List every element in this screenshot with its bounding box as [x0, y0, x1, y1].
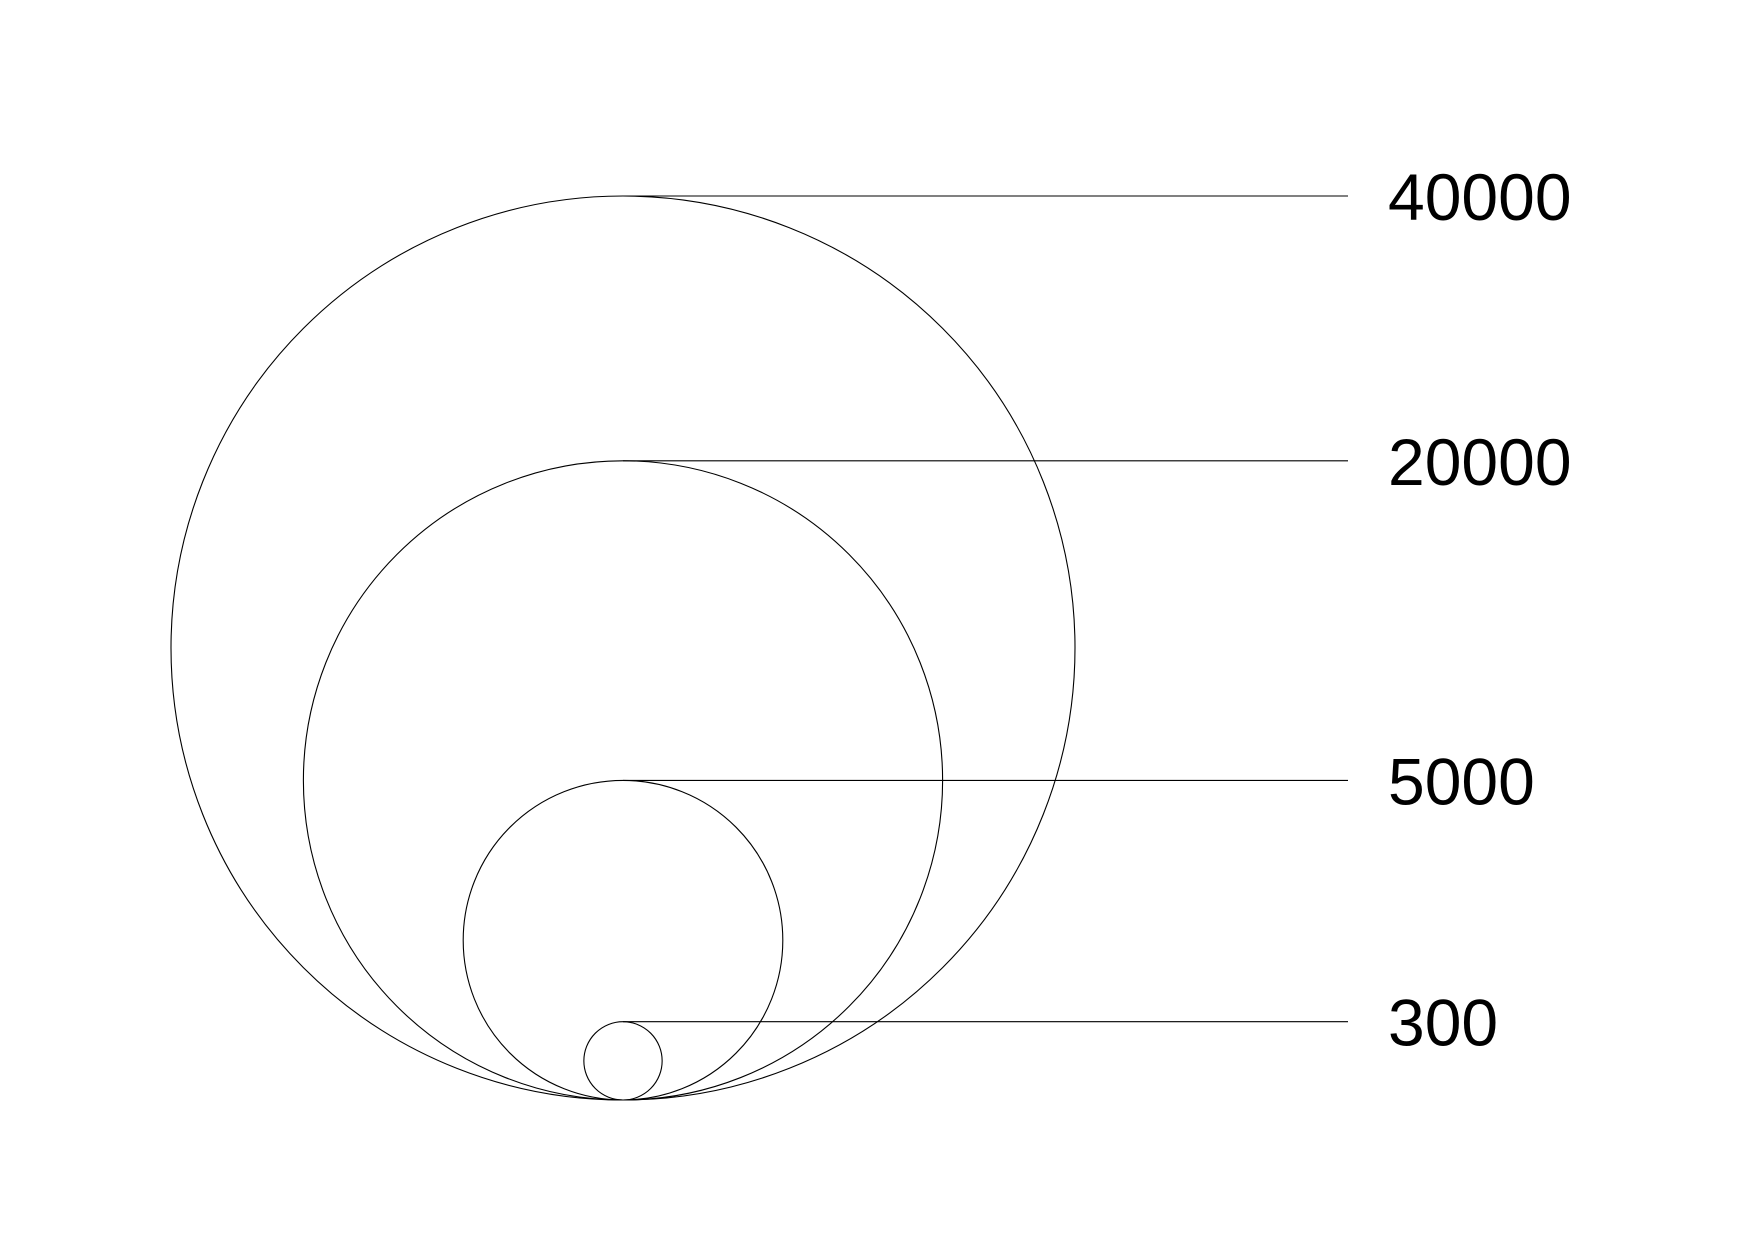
bubble-label-300: 300 — [1388, 986, 1498, 1060]
bubble-circle-5000 — [462, 779, 784, 1101]
bubble-label-40000: 40000 — [1388, 160, 1572, 234]
legend-labels: 40000 20000 5000 300 — [1388, 160, 1572, 1060]
bubble-label-20000: 20000 — [1388, 425, 1572, 499]
legend-circles — [170, 195, 1076, 1101]
bubble-circle-300 — [583, 1021, 663, 1101]
legend-leader-lines — [623, 195, 1348, 1023]
bubble-circle-40000 — [170, 195, 1076, 1101]
bubble-label-5000: 5000 — [1388, 744, 1535, 818]
